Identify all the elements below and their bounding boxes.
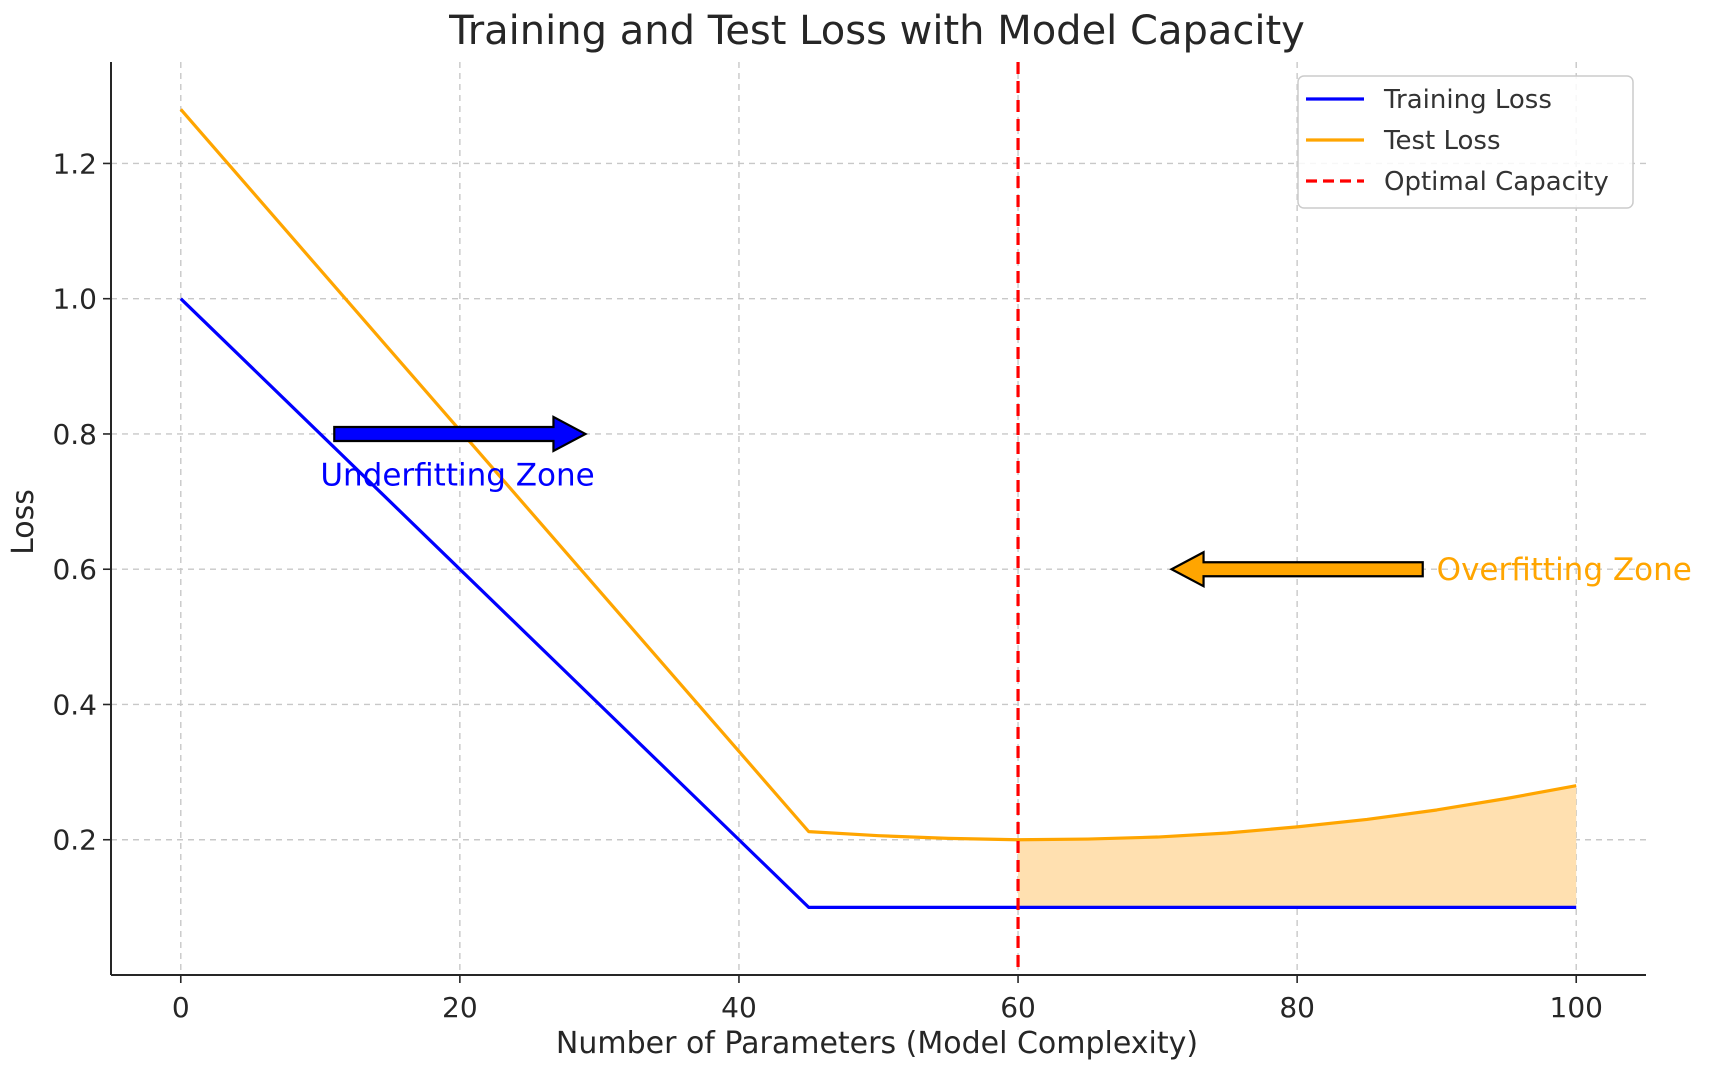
y-tick-label: 1.0 — [52, 283, 97, 316]
y-tick-label: 1.2 — [52, 147, 97, 180]
legend-label: Test Loss — [1383, 126, 1501, 156]
y-tick-label: 0.2 — [52, 824, 97, 857]
test-loss-line — [179, 108, 1577, 842]
legend-label: Training Loss — [1383, 85, 1552, 115]
y-axis-label: Loss — [6, 489, 41, 555]
x-tick-label: 60 — [1000, 991, 1036, 1024]
legend-box — [1297, 75, 1634, 209]
x-axis-label: Number of Parameters (Model Complexity) — [556, 1026, 1198, 1061]
underfitting-zone-label: Underfitting Zone — [320, 458, 594, 494]
overfitting-shaded-region — [1018, 785, 1577, 908]
y-tick-label: 0.8 — [52, 418, 97, 451]
y-tick-label: 0.4 — [52, 688, 97, 721]
axes-layer: 0 20 40 60 80 100 0.2 0.4 0.6 0.8 1.0 1.2 — [52, 62, 1646, 1024]
underfitting-arrow — [333, 415, 588, 453]
annotation-layer: Underfitting Zone Overfitting Zone — [320, 415, 1692, 589]
x-tick-label: 80 — [1279, 991, 1315, 1024]
x-tick-label: 40 — [721, 991, 757, 1024]
x-tick-label: 100 — [1550, 991, 1603, 1024]
overfitting-zone-label: Overfitting Zone — [1437, 552, 1692, 588]
legend-label: Optimal Capacity — [1384, 167, 1609, 197]
legend: Training Loss Test Loss Optimal Capacity — [1297, 75, 1634, 209]
overfitting-arrow — [1169, 550, 1424, 589]
series-layer — [179, 62, 1577, 975]
x-tick-label: 0 — [172, 991, 190, 1024]
training-loss-line — [179, 297, 1577, 909]
fill-layer — [1018, 785, 1577, 908]
x-tick-label: 20 — [442, 991, 478, 1024]
y-tick-label: 0.6 — [52, 553, 97, 586]
chart-title: Training and Test Loss with Model Capaci… — [448, 8, 1305, 54]
